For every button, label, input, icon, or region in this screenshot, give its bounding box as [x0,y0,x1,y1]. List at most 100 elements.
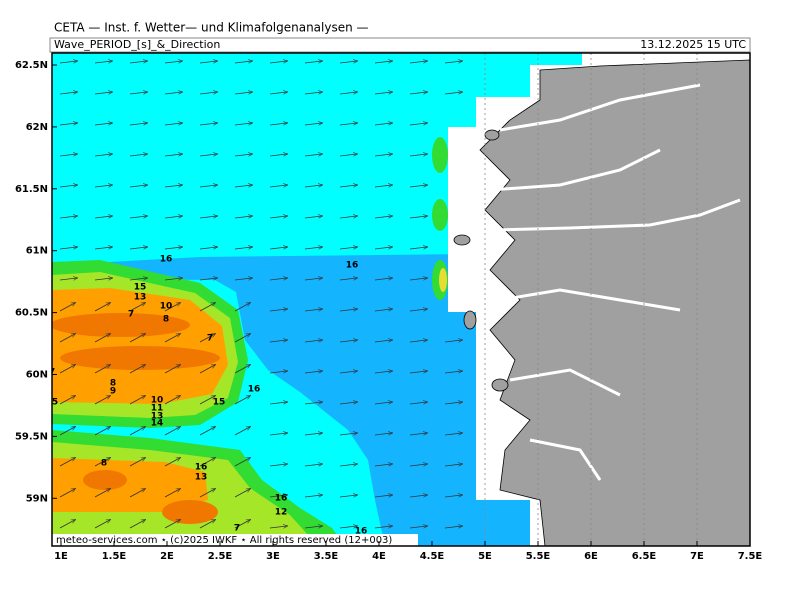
arrow [409,371,428,373]
arrow [199,247,218,249]
arrow [129,457,146,467]
arrow [164,216,183,218]
arrow [304,402,323,404]
arrow [164,92,183,94]
arrow [94,92,113,94]
arrow [374,61,393,63]
zone-green [432,199,448,231]
zone-darkorange [162,500,218,524]
arrow [94,395,111,405]
arrow [269,433,288,435]
contour-label: 15 [213,398,226,408]
contour-label: 10 [151,396,164,406]
arrow [199,488,216,498]
arrow [339,92,358,94]
arrow [59,278,78,280]
arrow [374,464,393,466]
arrow [129,395,146,405]
arrow [234,519,251,529]
arrow [94,488,111,498]
arrow [339,216,358,218]
arrow [234,457,251,467]
lon-label: 7.5E [738,551,763,562]
arrow [94,216,113,218]
arrow [59,488,76,498]
arrow [199,302,216,312]
arrow [409,92,428,94]
arrow [269,61,288,63]
arrow [199,395,216,405]
arrow [444,495,463,497]
arrow [304,247,323,249]
arrow [444,371,463,373]
lon-label: 2E [160,551,174,562]
arrow [304,526,323,528]
arrow [444,433,463,435]
arrow [94,519,111,529]
arrow [339,402,358,404]
arrow [164,426,181,436]
arrow [199,519,216,529]
lon-label: 4E [372,551,386,562]
arrow [339,185,358,187]
contour-label: 16 [160,255,173,265]
arrow [234,123,253,125]
contour-label: 7 [128,310,134,320]
zone-orange [52,458,208,512]
arrow [409,61,428,63]
arrow [164,123,183,125]
arrow [339,278,358,280]
arrow [164,364,181,374]
arrow [374,247,393,249]
arrow [199,154,218,156]
arrow [59,457,76,467]
arrow [304,216,323,218]
arrow [129,488,146,498]
contour-label: 16 [275,494,288,504]
arrow [164,333,181,343]
arrow [339,433,358,435]
arrow [94,302,111,312]
arrow [374,278,393,280]
contour-label: 12 [275,508,288,518]
sea-blue [110,254,530,546]
zone-green [432,137,448,173]
contour-label: 13 [134,293,147,303]
arrow [339,495,358,497]
arrow [304,495,323,497]
contour-label: 11 [151,404,164,414]
arrow [269,154,288,156]
arrow [234,364,251,374]
arrow [339,123,358,125]
contour-label: 8 [163,315,169,325]
arrow [269,526,288,528]
date: 13.12.2025 15 UTC [640,38,746,51]
lon-label: 3E [266,551,280,562]
contour-label: 7 [49,368,55,378]
arrow [374,309,393,311]
contour-label: 13 [195,473,208,483]
arrow [444,526,463,528]
arrow [59,61,78,63]
contour-label: 15 [134,283,147,293]
lon-label: 6E [584,551,598,562]
arrow [234,488,251,498]
arrow [374,154,393,156]
arrow [129,278,148,280]
lon-label: 7E [690,551,704,562]
arrow [199,216,218,218]
arrow [94,61,113,63]
arrow [374,495,393,497]
arrow [129,247,148,249]
arrow [234,426,251,436]
arrow [339,309,358,311]
arrow [234,278,253,280]
map-frame [51,52,751,547]
lon-label: 5E [478,551,492,562]
arrow [59,395,76,405]
contour-label: 9 [110,387,116,397]
graticule [484,53,698,546]
contour-label: 16 [355,527,368,537]
zone-darkorange [83,470,127,490]
arrow [94,123,113,125]
